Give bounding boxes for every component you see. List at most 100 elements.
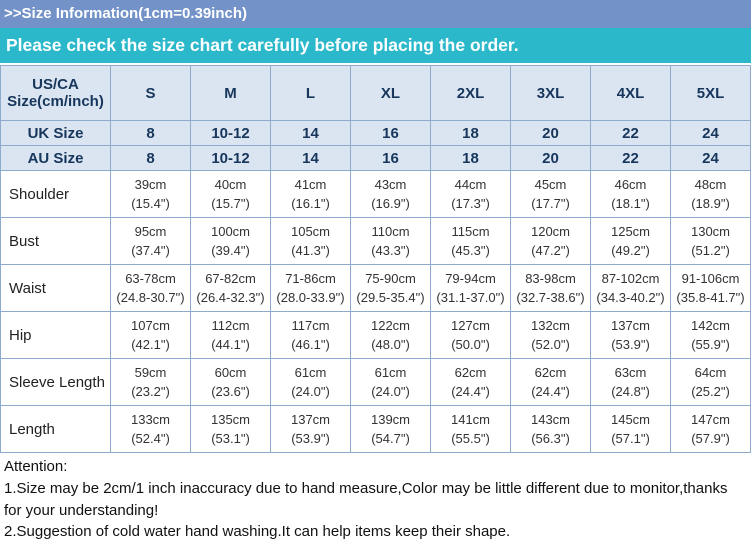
au-row-label: AU Size xyxy=(0,145,111,171)
shoulder-value: 45cm (17.7") xyxy=(510,170,591,218)
uk-size-value: 10-12 xyxy=(190,120,271,146)
size-col-s: S xyxy=(110,65,191,121)
bust-value: 130cm (51.2") xyxy=(670,217,751,265)
waist-value: 91-106cm (35.8-41.7") xyxy=(670,264,751,312)
shoulder-row-label: Shoulder xyxy=(0,170,111,218)
bust-value: 125cm (49.2") xyxy=(590,217,671,265)
sleeve-length-value: 64cm (25.2") xyxy=(670,358,751,406)
waist-value: 83-98cm (32.7-38.6") xyxy=(510,264,591,312)
size-table: US/CA Size(cm/inch) S M L XL 2XL 3XL 4XL… xyxy=(0,65,751,453)
bust-value: 120cm (47.2") xyxy=(510,217,591,265)
bust-row: Bust 95cm (37.4") 100cm (39.4") 105cm (4… xyxy=(0,217,751,265)
shoulder-value: 48cm (18.9") xyxy=(670,170,751,218)
shoulder-row: Shoulder 39cm (15.4") 40cm (15.7") 41cm … xyxy=(0,170,751,218)
uk-size-row: UK Size 8 10-12 14 16 18 20 22 24 xyxy=(0,120,751,146)
shoulder-value: 41cm (16.1") xyxy=(270,170,351,218)
size-col-5xl: 5XL xyxy=(670,65,751,121)
waist-row: Waist 63-78cm (24.8-30.7") 67-82cm (26.4… xyxy=(0,264,751,312)
length-value: 143cm (56.3") xyxy=(510,405,591,453)
hip-value: 107cm (42.1") xyxy=(110,311,191,359)
au-size-value: 10-12 xyxy=(190,145,271,171)
waist-value: 75-90cm (29.5-35.4") xyxy=(350,264,431,312)
shoulder-value: 40cm (15.7") xyxy=(190,170,271,218)
waist-value: 71-86cm (28.0-33.9") xyxy=(270,264,351,312)
length-value: 147cm (57.9") xyxy=(670,405,751,453)
uk-size-value: 20 xyxy=(510,120,591,146)
sleeve-length-value: 63cm (24.8") xyxy=(590,358,671,406)
size-col-4xl: 4XL xyxy=(590,65,671,121)
hip-value: 132cm (52.0") xyxy=(510,311,591,359)
size-col-2xl: 2XL xyxy=(430,65,511,121)
hip-row: Hip 107cm (42.1") 112cm (44.1") 117cm (4… xyxy=(0,311,751,359)
size-col-m: M xyxy=(190,65,271,121)
sleeve-length-row-label: Sleeve Length xyxy=(0,358,111,406)
attention-note-2: 2.Suggestion of cold water hand washing.… xyxy=(4,523,511,541)
au-size-value: 14 xyxy=(270,145,351,171)
waist-value: 63-78cm (24.8-30.7") xyxy=(110,264,191,312)
size-col-3xl: 3XL xyxy=(510,65,591,121)
shoulder-value: 43cm (16.9") xyxy=(350,170,431,218)
bust-row-label: Bust xyxy=(0,217,111,265)
sleeve-length-value: 62cm (24.4") xyxy=(430,358,511,406)
sleeve-length-row: Sleeve Length 59cm (23.2") 60cm (23.6") … xyxy=(0,358,751,406)
attention-title: Attention: xyxy=(4,458,68,475)
notice-text: Please check the size chart carefully be… xyxy=(6,35,519,55)
size-header-row: US/CA Size(cm/inch) S M L XL 2XL 3XL 4XL… xyxy=(0,65,751,121)
sleeve-length-value: 62cm (24.4") xyxy=(510,358,591,406)
bust-value: 115cm (45.3") xyxy=(430,217,511,265)
bust-value: 105cm (41.3") xyxy=(270,217,351,265)
sleeve-length-value: 61cm (24.0") xyxy=(270,358,351,406)
hip-value: 122cm (48.0") xyxy=(350,311,431,359)
size-info-text: >>Size Information(1cm=0.39inch) xyxy=(4,5,247,22)
waist-row-label: Waist xyxy=(0,264,111,312)
au-size-value: 8 xyxy=(110,145,191,171)
au-size-value: 18 xyxy=(430,145,511,171)
shoulder-value: 44cm (17.3") xyxy=(430,170,511,218)
au-size-value: 22 xyxy=(590,145,671,171)
bust-value: 95cm (37.4") xyxy=(110,217,191,265)
sleeve-length-value: 60cm (23.6") xyxy=(190,358,271,406)
hip-value: 137cm (53.9") xyxy=(590,311,671,359)
waist-value: 67-82cm (26.4-32.3") xyxy=(190,264,271,312)
size-col-l: L xyxy=(270,65,351,121)
uk-size-value: 22 xyxy=(590,120,671,146)
au-size-value: 16 xyxy=(350,145,431,171)
length-value: 141cm (55.5") xyxy=(430,405,511,453)
au-size-row: AU Size 8 10-12 14 16 18 20 22 24 xyxy=(0,145,751,171)
bust-value: 110cm (43.3") xyxy=(350,217,431,265)
bust-value: 100cm (39.4") xyxy=(190,217,271,265)
waist-value: 79-94cm (31.1-37.0") xyxy=(430,264,511,312)
attention-section: Attention: 1.Size may be 2cm/1 inch inac… xyxy=(0,453,751,549)
uk-size-value: 14 xyxy=(270,120,351,146)
size-info-bar: >>Size Information(1cm=0.39inch) xyxy=(0,0,751,28)
length-row: Length 133cm (52.4") 135cm (53.1") 137cm… xyxy=(0,405,751,453)
size-row-label: US/CA Size(cm/inch) xyxy=(0,65,111,121)
attention-note-1: 1.Size may be 2cm/1 inch inaccuracy due … xyxy=(4,479,728,519)
uk-row-label: UK Size xyxy=(0,120,111,146)
length-value: 133cm (52.4") xyxy=(110,405,191,453)
sleeve-length-value: 59cm (23.2") xyxy=(110,358,191,406)
length-row-label: Length xyxy=(0,405,111,453)
notice-bar: Please check the size chart carefully be… xyxy=(0,28,751,63)
uk-size-value: 18 xyxy=(430,120,511,146)
hip-row-label: Hip xyxy=(0,311,111,359)
uk-size-value: 8 xyxy=(110,120,191,146)
shoulder-value: 39cm (15.4") xyxy=(110,170,191,218)
hip-value: 112cm (44.1") xyxy=(190,311,271,359)
length-value: 135cm (53.1") xyxy=(190,405,271,453)
hip-value: 142cm (55.9") xyxy=(670,311,751,359)
au-size-value: 24 xyxy=(670,145,751,171)
uk-size-value: 16 xyxy=(350,120,431,146)
au-size-value: 20 xyxy=(510,145,591,171)
sleeve-length-value: 61cm (24.0") xyxy=(350,358,431,406)
hip-value: 127cm (50.0") xyxy=(430,311,511,359)
waist-value: 87-102cm (34.3-40.2") xyxy=(590,264,671,312)
length-value: 139cm (54.7") xyxy=(350,405,431,453)
length-value: 145cm (57.1") xyxy=(590,405,671,453)
hip-value: 117cm (46.1") xyxy=(270,311,351,359)
size-col-xl: XL xyxy=(350,65,431,121)
shoulder-value: 46cm (18.1") xyxy=(590,170,671,218)
uk-size-value: 24 xyxy=(670,120,751,146)
length-value: 137cm (53.9") xyxy=(270,405,351,453)
